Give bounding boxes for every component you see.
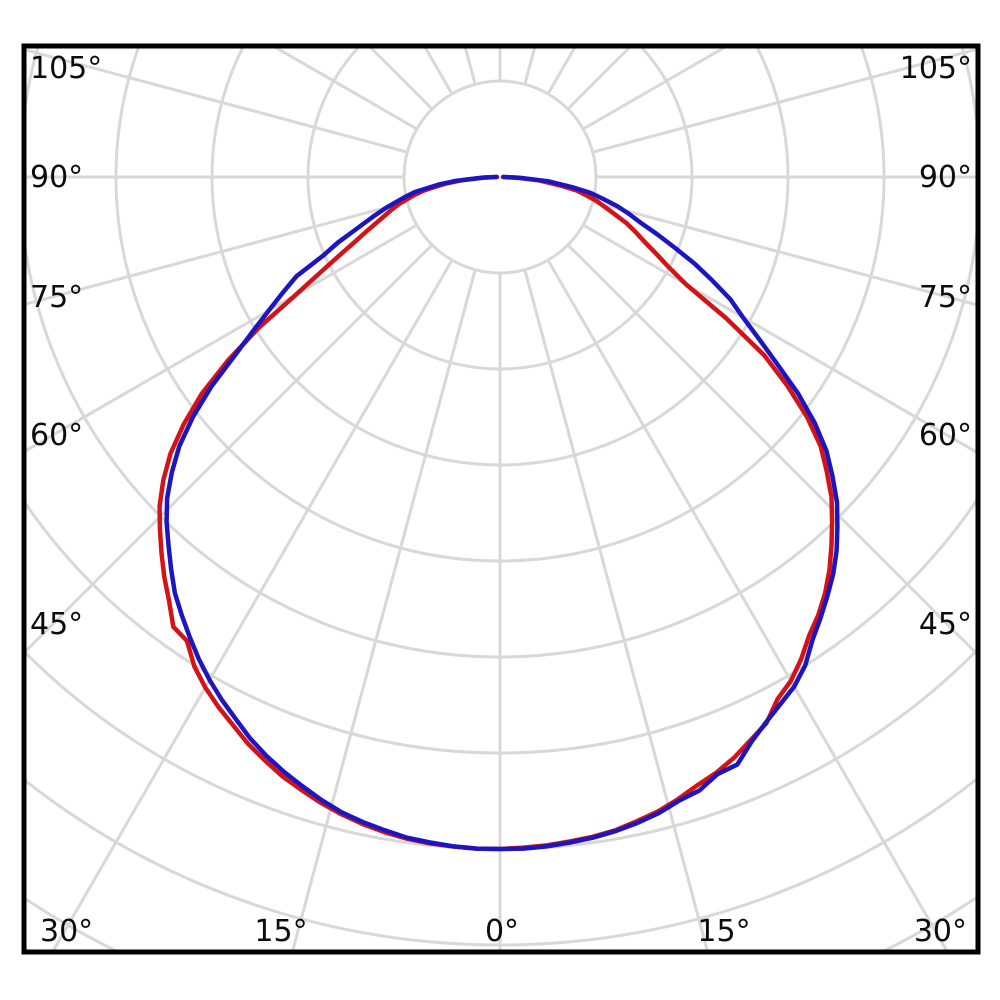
grid-spoke: [52, 259, 454, 950]
angle-label-left-2: 75°: [30, 280, 83, 315]
angle-label-right-4: 45°: [919, 607, 972, 642]
grid-spoke: [523, 269, 709, 950]
diagram-frame: [21, 43, 981, 955]
grid-spoke: [592, 48, 976, 154]
grid-spoke: [546, 259, 948, 950]
grid-spoke: [26, 223, 418, 453]
grid-spoke: [291, 269, 477, 950]
angle-label-bottom-3: 15°: [697, 914, 750, 949]
grid-spoke: [566, 243, 976, 655]
angle-label-bottom-4: 30°: [914, 914, 967, 949]
angle-label-bottom-1: 15°: [254, 914, 307, 949]
angle-label-right-2: 75°: [919, 280, 972, 315]
grid-spoke: [582, 223, 976, 454]
angle-label-left-4: 45°: [30, 607, 83, 642]
grid-spoke: [26, 243, 434, 653]
angle-label-right-1: 90°: [919, 160, 972, 195]
angle-label-left-3: 60°: [30, 418, 83, 453]
angle-label-left-0: 105°: [30, 51, 102, 86]
angle-label-left-1: 90°: [30, 160, 83, 195]
grid-spoke: [26, 48, 408, 154]
angle-label-bottom-2: 0°: [485, 914, 519, 949]
angle-label-right-3: 60°: [919, 418, 972, 453]
angle-labels: 105° 90° 75° 60° 45° 105° 90° 75° 60° 45° 30° 15° 0°…: [30, 51, 972, 949]
grid-spoke: [592, 200, 976, 306]
angle-label-right-0: 105°: [900, 51, 972, 86]
grid-spoke: [26, 200, 408, 306]
angle-label-bottom-0: 30°: [40, 914, 93, 949]
intensity-curve-blue: [164, 174, 840, 852]
